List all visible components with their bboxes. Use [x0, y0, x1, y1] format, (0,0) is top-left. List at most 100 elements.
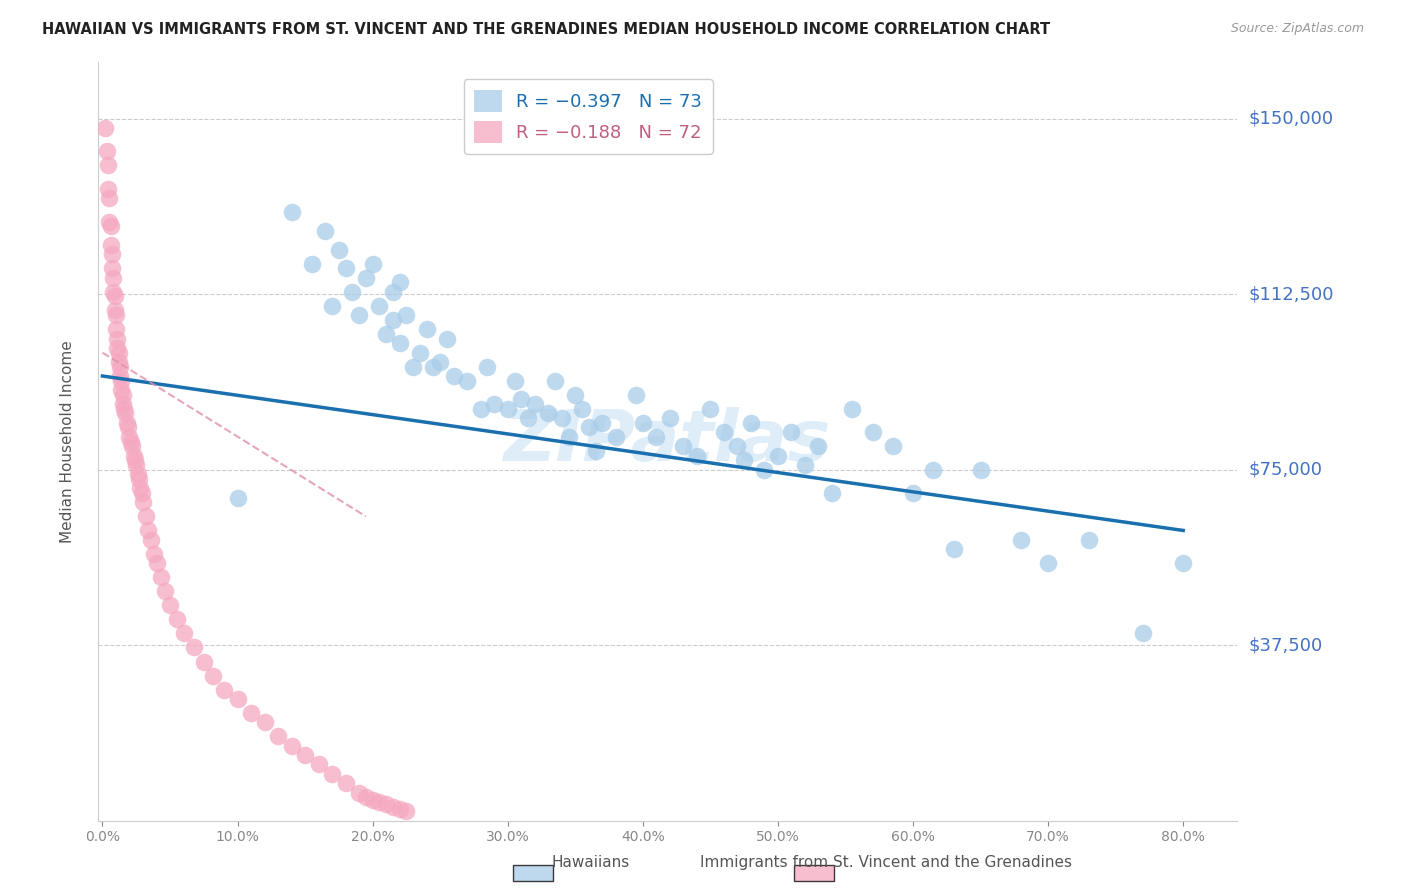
Point — [901, 486, 924, 500]
Point — [537, 407, 560, 421]
Point — [922, 462, 945, 476]
Point — [115, 416, 138, 430]
Point — [361, 792, 384, 806]
Point — [135, 509, 157, 524]
Point — [725, 439, 748, 453]
Text: Hawaiians: Hawaiians — [551, 855, 630, 870]
Point — [436, 332, 458, 346]
Point — [415, 322, 437, 336]
Point — [375, 326, 398, 341]
Point — [308, 757, 330, 772]
Point — [395, 308, 418, 322]
Point — [105, 341, 128, 355]
Point — [381, 285, 404, 299]
Text: $75,000: $75,000 — [1249, 460, 1323, 479]
Point — [503, 374, 526, 388]
Point — [193, 655, 215, 669]
Text: ZIPatlas: ZIPatlas — [505, 407, 831, 476]
Point — [381, 799, 404, 814]
Point — [780, 425, 803, 440]
Point — [103, 285, 125, 299]
Point — [145, 556, 167, 570]
Point — [96, 145, 118, 159]
Point — [129, 481, 152, 495]
Point — [496, 401, 519, 416]
Point — [108, 359, 131, 374]
Point — [328, 243, 350, 257]
Point — [101, 247, 124, 261]
Y-axis label: Median Household Income: Median Household Income — [60, 340, 75, 543]
Point — [104, 322, 127, 336]
Text: Source: ZipAtlas.com: Source: ZipAtlas.com — [1230, 22, 1364, 36]
Point — [97, 158, 120, 172]
Point — [517, 411, 540, 425]
Text: $37,500: $37,500 — [1249, 636, 1323, 654]
Point — [267, 730, 290, 744]
Point — [807, 439, 830, 453]
Point — [132, 495, 155, 509]
Point — [585, 443, 607, 458]
Point — [375, 797, 398, 812]
Point — [794, 458, 817, 472]
Point — [111, 388, 134, 402]
Point — [672, 439, 695, 453]
Point — [226, 692, 249, 706]
Point — [942, 542, 965, 557]
Point — [361, 257, 384, 271]
Point — [388, 802, 411, 816]
Point — [118, 430, 141, 444]
Point — [347, 308, 370, 322]
Legend: R = −0.397   N = 73, R = −0.188   N = 72: R = −0.397 N = 73, R = −0.188 N = 72 — [464, 79, 713, 153]
Point — [240, 706, 263, 720]
Point — [605, 430, 627, 444]
Point — [342, 285, 364, 299]
Point — [321, 299, 343, 313]
Point — [122, 449, 145, 463]
Point — [124, 453, 146, 467]
Point — [110, 383, 132, 397]
Point — [395, 805, 418, 819]
Point — [969, 462, 991, 476]
Point — [212, 682, 235, 697]
Text: $150,000: $150,000 — [1249, 110, 1333, 128]
Point — [100, 238, 122, 252]
Point — [354, 790, 377, 805]
Point — [202, 668, 225, 682]
Point — [484, 397, 506, 411]
Point — [104, 289, 127, 303]
Point — [103, 270, 125, 285]
Point — [571, 401, 593, 416]
Point — [347, 786, 370, 800]
Point — [125, 458, 148, 472]
Point — [477, 359, 499, 374]
Point — [388, 336, 411, 351]
Point — [294, 748, 316, 763]
Point — [591, 416, 613, 430]
Point — [226, 491, 249, 505]
Point — [111, 397, 134, 411]
Point — [153, 584, 176, 599]
Point — [301, 257, 323, 271]
Point — [740, 416, 762, 430]
Point — [183, 640, 205, 655]
Point — [733, 453, 755, 467]
Point — [1132, 626, 1154, 640]
Point — [335, 776, 357, 790]
Point — [699, 401, 721, 416]
Point — [149, 570, 172, 584]
Point — [645, 430, 668, 444]
Point — [107, 355, 129, 369]
Point — [409, 345, 432, 359]
Point — [253, 715, 276, 730]
Point — [713, 425, 735, 440]
Point — [110, 374, 132, 388]
Point — [658, 411, 681, 425]
Point — [98, 191, 121, 205]
Point — [564, 388, 586, 402]
Point — [173, 626, 195, 640]
Text: Immigrants from St. Vincent and the Grenadines: Immigrants from St. Vincent and the Gren… — [700, 855, 1071, 870]
Point — [388, 276, 411, 290]
Point — [1077, 533, 1099, 547]
Point — [470, 401, 492, 416]
Point — [631, 416, 654, 430]
